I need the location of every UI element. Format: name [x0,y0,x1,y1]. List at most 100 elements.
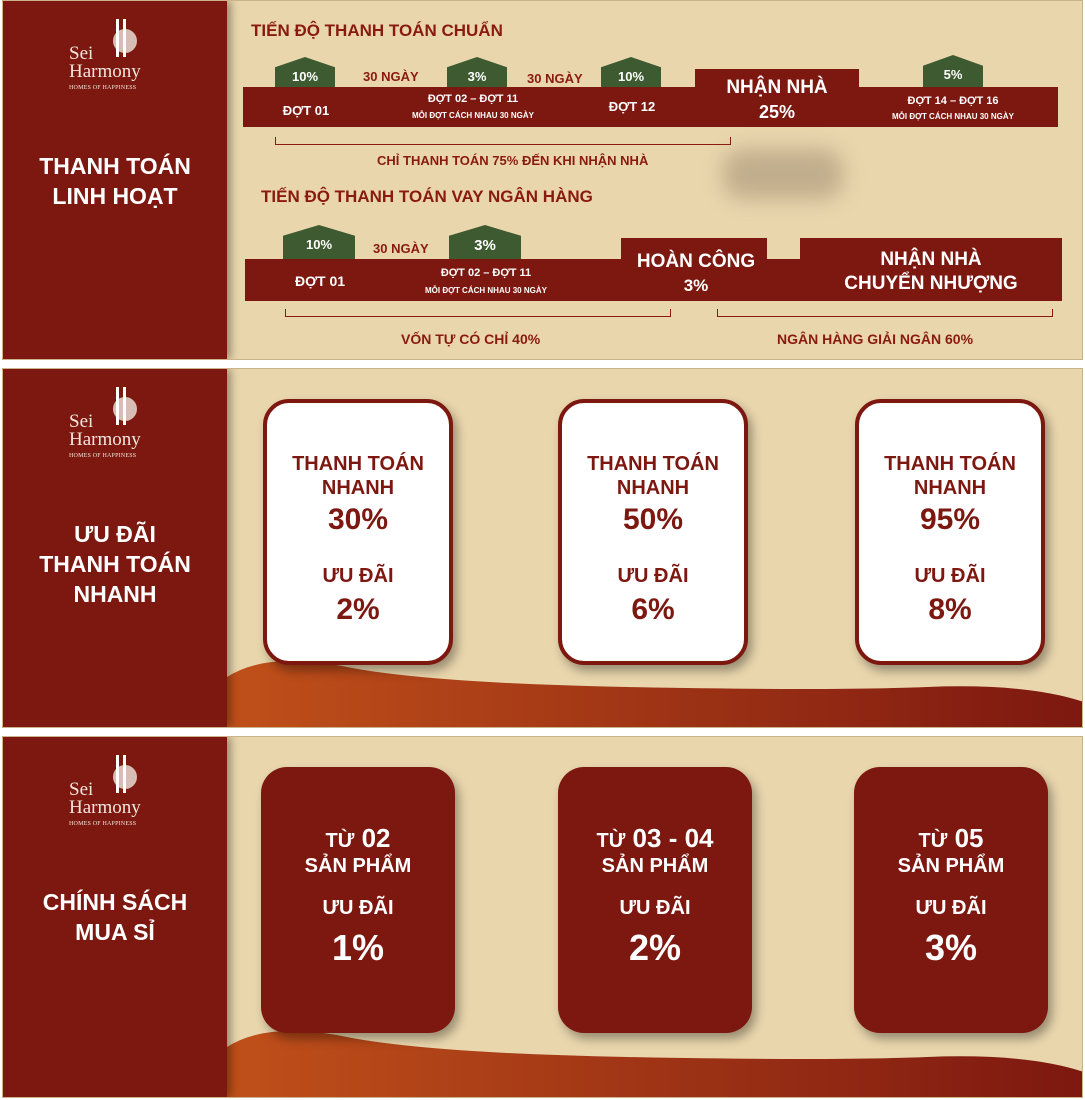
stage-label: ĐỢT 02 – ĐỢT 11 [427,93,519,105]
bracket [285,309,671,317]
stage-label: ĐỢT 01 [282,103,330,118]
text-label: 50% [622,503,684,536]
text-label: ƯU ĐÃI [914,565,986,587]
text-label: 30% [327,503,389,536]
sidebar: Sei Harmony HOMES OF HAPPINESS CHÍNH SÁCH M… [3,737,227,1097]
milestone-house: 3% [447,57,507,91]
text-label: THANH TOÁN [587,453,719,475]
text-label: SẢN PHẨM [304,855,412,877]
text-label: ƯU ĐÃI [617,565,689,587]
loan-heading: TIẾN ĐỘ THANH TOÁN VAY NGÂN HÀNG [261,187,593,206]
bulk-card: TỪ 05 SẢN PHẨM ƯU ĐÃI 3% [854,767,1048,1033]
text-label: THANH TOÁN [39,551,191,577]
text-label: TỪ [918,830,948,852]
bracket [717,309,1053,317]
text-label: THANH TOÁN [292,453,424,475]
text-label: Harmony [69,61,141,82]
section-title: CHÍNH SÁCH MUA SỈ [3,887,227,947]
summary-label: CHỈ THANH TOÁN 75% ĐẾN KHI NHẬN NHÀ [377,153,649,168]
milestone-house: 10% [601,57,661,91]
text-label: ƯU ĐÃI [322,897,394,919]
text-label: ƯU ĐÃI [915,897,987,919]
text-label: 95% [919,503,981,536]
brand-logo: Sei Harmony HOMES OF HAPPINESS [69,387,169,467]
stage-note: MỖI ĐỢT CÁCH NHAU 30 NGÀY [412,111,534,120]
fast-payment-card: THANH TOÁN NHANH 50% ƯU ĐÃI 6% [558,399,748,665]
text-label: Sei [69,411,94,432]
text-label: HOMES OF HAPPINESS [69,821,137,827]
fast-payment-card: THANH TOÁN NHANH 95% ƯU ĐÃI 8% [855,399,1045,665]
stage-note: MỖI ĐỢT CÁCH NHAU 30 NGÀY [892,112,1014,121]
panel-flexible-payment: Sei Harmony HOMES OF HAPPINESS THANH TOÁN L… [2,0,1083,360]
milestone-house: 5% [923,55,983,91]
text-label: Sei [69,43,94,64]
text-label: SẢN PHẨM [601,855,709,877]
text-label: HOMES OF HAPPINESS [69,453,137,459]
milestone-house: 10% [275,57,335,91]
milestone-house: 10% [283,225,355,261]
panel-fast-payment: Sei Harmony HOMES OF HAPPINESS ƯU ĐÃI THANH… [2,368,1083,728]
stage-note: MỖI ĐỢT CÁCH NHAU 30 NGÀY [425,286,547,295]
text-label: TỪ [596,830,626,852]
bulk-card: TỪ 03 - 04 SẢN PHẨM ƯU ĐÃI 2% [558,767,752,1033]
stage-value: 3% [683,276,709,295]
text-label: CHÍNH SÁCH [42,889,188,915]
bulk-card: TỪ 02 SẢN PHẨM ƯU ĐÃI 1% [261,767,455,1033]
decorative-wave [227,660,1082,727]
text-label: ƯU ĐÃI [74,521,156,547]
brand-logo: Sei Harmony HOMES OF HAPPINESS [69,755,169,835]
standard-heading: TIẾN ĐỘ THANH TOÁN CHUẨN [251,21,503,40]
text-label: ƯU ĐÃI [619,897,691,919]
text-label: THANH TOÁN [39,153,191,179]
gap-label: 30 NGÀY [363,69,419,84]
brand-logo: Sei Harmony HOMES OF HAPPINESS [69,19,169,99]
text-label: THANH TOÁN [884,453,1016,475]
text-label: ƯU ĐÃI [322,565,394,587]
section-title: ƯU ĐÃI THANH TOÁN NHANH [3,519,227,609]
text-label: SẢN PHẨM [897,855,1005,877]
text-label: NHANH [321,477,395,499]
stage-label: ĐỢT 14 – ĐỢT 16 [907,95,999,107]
timeline-bar [243,87,1058,127]
decorative-wave [227,1030,1082,1097]
text-label: 2% [336,593,380,626]
text-label: 03 - 04 [632,823,714,853]
sidebar: Sei Harmony HOMES OF HAPPINESS ƯU ĐÃI THANH… [3,369,227,727]
stage-label: CHUYỂN NHƯỢNG [844,273,1018,294]
text-label: 3% [924,927,978,968]
stage-label: ĐỢT 12 [608,99,656,114]
text-label: HOMES OF HAPPINESS [69,85,137,91]
text-label: NHANH [913,477,987,499]
text-label: 05 [954,823,984,853]
stage-label: NHẬN NHÀ [880,249,982,270]
stage-value: 25% [758,102,796,122]
summary-label: NGÂN HÀNG GIẢI NGÂN 60% [777,331,974,347]
text-label: 2% [628,927,682,968]
text-label: 8% [928,593,972,626]
stage-label: HOÀN CÔNG [636,251,756,272]
sidebar: Sei Harmony HOMES OF HAPPINESS THANH TOÁN L… [3,1,227,359]
stage-label: ĐỢT 01 [294,273,346,289]
gap-label: 30 NGÀY [527,71,583,86]
text-label: NHANH [616,477,690,499]
blurred-area [723,149,843,199]
text-label: LINH HOẠT [52,183,178,209]
text-label: 6% [631,593,675,626]
milestone-house: 3% [449,225,521,261]
stage-label: NHẬN NHÀ [726,77,828,98]
text-label: Sei [69,779,94,800]
text-label: Harmony [69,429,141,450]
stage-label: ĐỢT 02 – ĐỢT 11 [440,267,532,279]
text-label: NHANH [73,581,157,607]
fast-payment-card: THANH TOÁN NHANH 30% ƯU ĐÃI 2% [263,399,453,665]
text-label: TỪ [325,830,355,852]
text-label: Harmony [69,797,141,818]
summary-label: VỐN TỰ CÓ CHỈ 40% [401,331,541,347]
section-title: THANH TOÁN LINH HOẠT [3,151,227,211]
text-label: MUA SỈ [75,919,155,945]
text-label: 1% [331,927,385,968]
gap-label: 30 NGÀY [373,241,429,256]
panel-bulk-purchase: Sei Harmony HOMES OF HAPPINESS CHÍNH SÁCH M… [2,736,1083,1098]
bracket [275,137,731,145]
text-label: 02 [361,823,391,853]
